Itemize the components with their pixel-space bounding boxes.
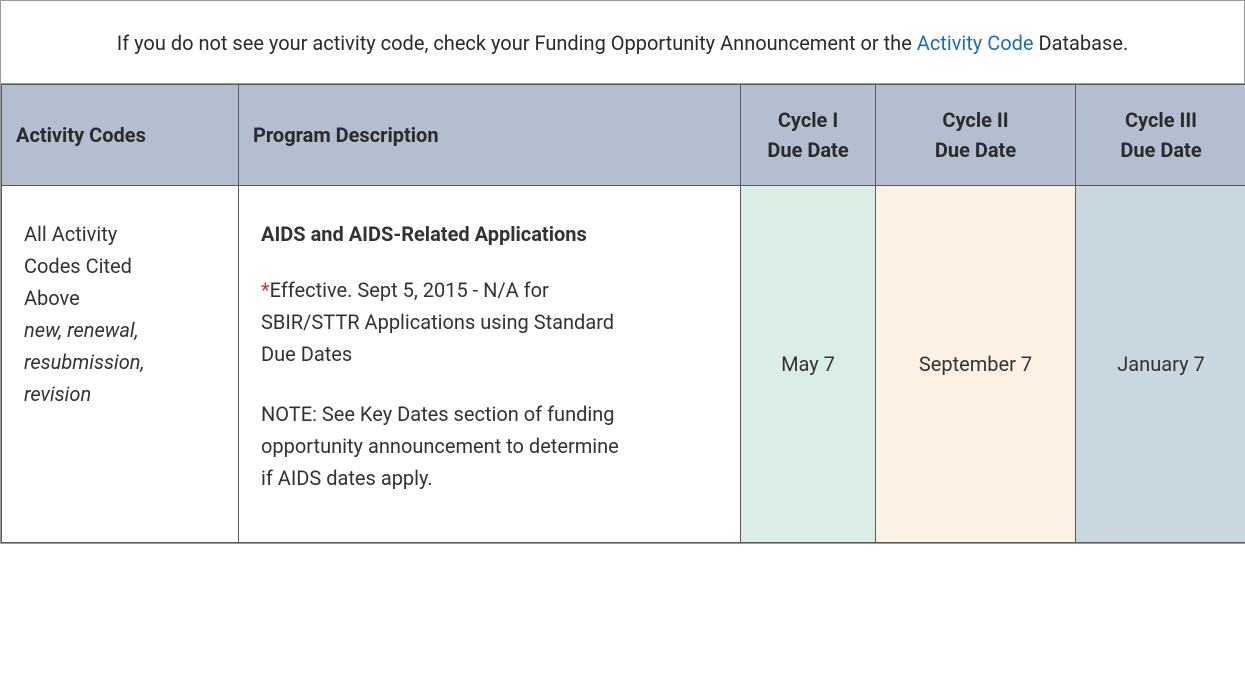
notice-text-prefix: If you do not see your activity code, ch… (117, 31, 917, 55)
effective-line2: SBIR/STTR Applications using Standard (261, 310, 614, 334)
note-line2: opportunity announcement to determine (261, 434, 619, 458)
table-header-row: Activity Codes Program Description Cycle… (2, 85, 1245, 186)
cycle3-line2: Due Date (1120, 138, 1201, 162)
notice-banner: If you do not see your activity code, ch… (1, 1, 1244, 84)
cell-cycle3-date: January 7 (1076, 186, 1245, 543)
cycle1-line1: Cycle I (778, 108, 838, 132)
asterisk-icon: * (261, 278, 270, 302)
activity-code-link[interactable]: Activity Code (917, 31, 1034, 55)
program-title: AIDS and AIDS-Related Applications (261, 218, 718, 250)
spacer (261, 250, 718, 274)
cell-program-description: AIDS and AIDS-Related Applications *Effe… (239, 186, 741, 543)
spacer (261, 370, 718, 398)
table-row: All Activity Codes Cited Above new, rene… (2, 186, 1245, 543)
activity-line2: Codes Cited (24, 250, 216, 282)
note-line3: if AIDS dates apply. (261, 466, 433, 490)
cell-activity-codes: All Activity Codes Cited Above new, rene… (2, 186, 239, 543)
cycle3-line1: Cycle III (1125, 108, 1197, 132)
col-header-cycle3: Cycle III Due Date (1076, 85, 1245, 186)
activity-italic1: new, renewal, (24, 314, 216, 346)
activity-line3: Above (24, 282, 216, 314)
program-effective-block: *Effective. Sept 5, 2015 - N/A for SBIR/… (261, 274, 718, 370)
cycle2-line2: Due Date (935, 138, 1016, 162)
cycle1-line2: Due Date (767, 138, 848, 162)
notice-text-suffix: Database. (1034, 31, 1129, 55)
col-header-cycle2: Cycle II Due Date (876, 85, 1076, 186)
note-line1: NOTE: See Key Dates section of funding (261, 402, 615, 426)
effective-line3: Due Dates (261, 342, 352, 366)
effective-line1: Effective. Sept 5, 2015 - N/A for (270, 278, 549, 302)
col-header-cycle1: Cycle I Due Date (741, 85, 876, 186)
cell-cycle2-date: September 7 (876, 186, 1076, 543)
activity-line1: All Activity (24, 218, 216, 250)
cell-cycle1-date: May 7 (741, 186, 876, 543)
col-header-activity-codes: Activity Codes (2, 85, 239, 186)
program-note-block: NOTE: See Key Dates section of funding o… (261, 398, 718, 494)
cycle2-line1: Cycle II (942, 108, 1008, 132)
activity-italic2: resubmission, (24, 346, 216, 378)
table-container: If you do not see your activity code, ch… (0, 0, 1245, 544)
due-dates-table: Activity Codes Program Description Cycle… (1, 84, 1245, 543)
activity-italic3: revision (24, 378, 216, 410)
col-header-program-description: Program Description (239, 85, 741, 186)
